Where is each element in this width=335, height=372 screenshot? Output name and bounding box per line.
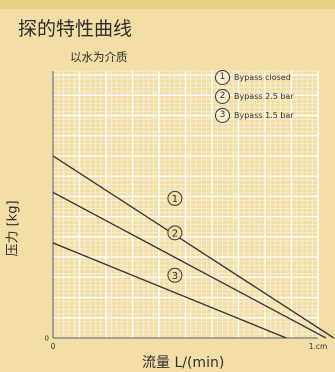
axes (52, 71, 318, 339)
legend-marker: 3 (215, 108, 230, 123)
legend-label: Bypass 2.5 bar (234, 92, 294, 101)
legend-label: Bypass closed (234, 73, 291, 82)
legend-item: 1 Bypass closed (215, 68, 294, 87)
series-marker-3 (167, 267, 183, 283)
x-axis-label: 流量 L/(min) (142, 355, 225, 371)
legend-marker: 2 (215, 89, 230, 104)
series-line-1 (52, 155, 335, 339)
legend-marker: 1 (215, 70, 230, 85)
series-marker-label-3: 3 (172, 271, 178, 282)
header-strip (0, 0, 335, 9)
series-line-2 (52, 191, 327, 339)
chart-subtitle: 以水为介质 (70, 50, 128, 64)
series-line-3 (52, 242, 287, 339)
chart-legend: 1 Bypass closed 2 Bypass 2.5 bar 3 Bypass 1.5… (215, 68, 294, 125)
series-marker-label-1: 1 (172, 194, 178, 205)
legend-item: 3 Bypass 1.5 bar (215, 106, 294, 125)
legend-label: Bypass 1.5 bar (234, 111, 294, 120)
y-axis-label: 压力 [kg] (5, 200, 21, 257)
series-markers: 1 2 3 (167, 190, 183, 283)
x-tick-label: 0 (51, 342, 56, 351)
legend-item: 2 Bypass 2.5 bar (215, 87, 294, 106)
y-tick-label: 0 (45, 335, 49, 343)
series-marker-2 (167, 225, 183, 241)
x-tick-label: 1.cm (309, 342, 328, 351)
grid-horizontal (53, 70, 318, 339)
chart-title: 探的特性曲线 (18, 18, 133, 40)
series-marker-1 (167, 190, 183, 206)
y-tick-labels: 0 (45, 335, 49, 343)
x-tick-labels: 0 1.cm (51, 342, 328, 351)
series-lines (52, 155, 335, 339)
series-marker-label-2: 2 (172, 228, 178, 239)
